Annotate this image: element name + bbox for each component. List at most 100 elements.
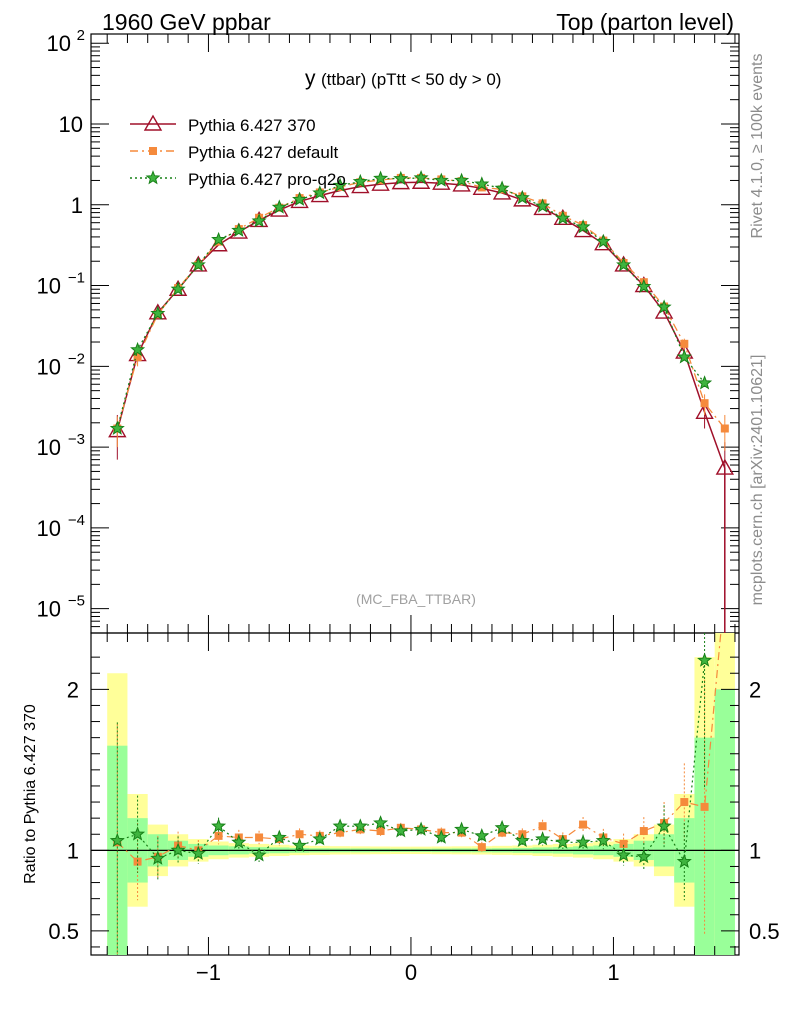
ratio-point	[498, 828, 507, 837]
ratio-point	[579, 820, 588, 829]
data-point	[555, 210, 571, 225]
ratio-point	[413, 821, 429, 836]
data-point	[413, 170, 429, 185]
ratio-point	[190, 845, 206, 860]
data-point	[533, 199, 552, 216]
ratio-point	[454, 821, 470, 836]
data-point	[251, 213, 267, 228]
ratio-point	[514, 832, 530, 848]
ratio-y-tick-label: 1	[67, 838, 79, 863]
data-point	[654, 302, 674, 319]
ratio-point	[255, 833, 264, 842]
series-line-2	[116, 177, 706, 429]
ratio-y-tick-label-right: 2	[749, 677, 761, 702]
ratio-series	[109, 632, 722, 955]
data-point	[514, 189, 530, 205]
data-point	[595, 233, 611, 249]
data-point	[373, 170, 389, 185]
ratio-point	[616, 847, 632, 862]
data-point	[575, 219, 591, 234]
data-point	[680, 339, 689, 348]
data-point	[130, 341, 146, 357]
legend-label-1: Pythia 6.427 default	[188, 143, 339, 162]
y-tick-exponent: −5	[68, 593, 85, 610]
data-point	[231, 222, 247, 237]
y-tick-label: 10	[37, 435, 61, 460]
ratio-point	[656, 818, 672, 833]
ratio-point	[636, 848, 652, 864]
series-line-1	[116, 177, 726, 429]
data-point	[656, 299, 672, 314]
y-tick-labels: 10 2 10 1 10 −1 10 −2 10 −3 10 −4 10 −5 0.5 0.5 1 1 2 2	[37, 27, 780, 944]
ratio-point	[393, 823, 409, 838]
ratio-y-tick-label-right: 0.5	[749, 919, 780, 944]
plot-title-main: y	[305, 67, 316, 90]
data-point	[292, 191, 308, 206]
ratio-point	[336, 828, 345, 837]
x-tick-label: 0	[405, 960, 417, 985]
ratio-point	[697, 652, 713, 667]
data-point	[697, 375, 713, 390]
ratio-point	[376, 827, 385, 836]
y-tick-exponent: −1	[68, 270, 85, 287]
x-tick-label: 1	[607, 960, 619, 985]
y-tick-exponent: −4	[68, 512, 85, 529]
analysis-watermark: (MC_FBA_TTBAR)	[356, 591, 476, 607]
data-point	[393, 170, 409, 186]
ratio-point	[133, 857, 142, 866]
x-tick-label: −1	[196, 960, 221, 985]
ratio-point	[595, 832, 611, 848]
legend-marker-0	[143, 114, 163, 131]
y-tick-exponent: −3	[68, 431, 85, 448]
ratio-point	[676, 853, 692, 869]
ratio-point	[700, 802, 709, 811]
plot-title-sub: (ttbar) (pTtt < 50 dy > 0)	[321, 70, 501, 89]
data-point	[720, 424, 729, 433]
data-point	[715, 458, 735, 475]
ratio-point	[271, 829, 287, 844]
legend-marker-1	[149, 147, 157, 155]
ratio-point	[433, 829, 449, 844]
data-point	[271, 199, 287, 214]
band-green	[694, 737, 715, 955]
series-line-0	[116, 181, 726, 633]
data-point	[636, 278, 652, 294]
ratio-point	[312, 831, 328, 846]
data-point	[170, 281, 186, 296]
ratio-y-tick-label: 0.5	[48, 919, 79, 944]
data-point	[454, 172, 470, 187]
ratio-point	[680, 798, 689, 807]
ratio-point	[373, 815, 389, 830]
data-point	[133, 353, 142, 362]
ratio-point	[170, 842, 186, 857]
band-green	[714, 689, 735, 955]
ratio-point	[295, 830, 304, 839]
data-point	[211, 231, 227, 247]
y-tick-exponent: 2	[77, 27, 85, 44]
data-point	[494, 180, 510, 195]
legend-label-2: Pythia 6.427 pro-q2o	[188, 170, 346, 189]
data-point	[433, 172, 449, 187]
ratio-point	[109, 832, 125, 848]
ratio-point	[231, 834, 247, 849]
data-point	[676, 349, 692, 364]
data-point	[109, 420, 125, 435]
data-point	[190, 257, 206, 272]
ratio-point	[639, 827, 648, 836]
ratio-point	[538, 822, 547, 831]
header-right: Top (parton level)	[556, 9, 734, 35]
legend-label-0: Pythia 6.427 370	[188, 116, 316, 135]
data-point	[352, 173, 368, 189]
y-tick-label: 10	[37, 597, 61, 622]
ratio-y-tick-label-right: 1	[749, 838, 761, 863]
ratio-plot-frame	[90, 632, 740, 956]
data-point	[312, 185, 328, 200]
ratio-point	[555, 834, 571, 849]
y-tick-label: 10	[37, 516, 61, 541]
data-point	[700, 399, 709, 408]
data-point	[332, 177, 348, 192]
main-series	[108, 170, 735, 633]
ratio-point	[477, 843, 486, 852]
ratio-ylabel: Ratio to Pythia 6.427 370	[22, 704, 39, 884]
